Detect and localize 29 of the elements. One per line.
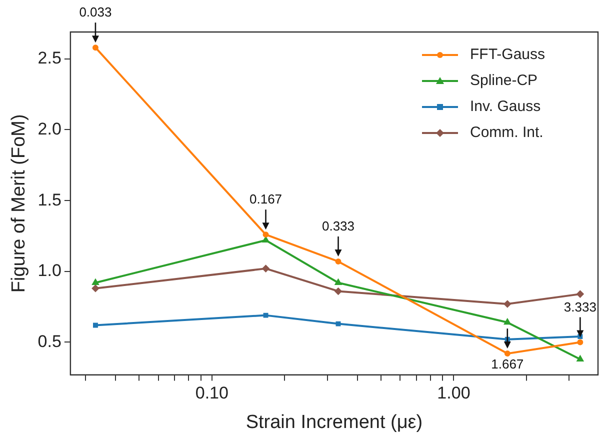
y-tick-label: 1.0 <box>38 261 62 280</box>
point <box>92 278 99 285</box>
y-axis-title: Figure of Merit (FoM) <box>8 114 30 293</box>
y-tick-label: 2.5 <box>38 48 62 68</box>
legend-label: Spline-CP <box>470 72 538 90</box>
point <box>576 355 584 362</box>
y-tick-label: 0.5 <box>38 332 62 351</box>
x-axis-title: Strain Increment (με) <box>246 412 423 433</box>
point <box>577 339 584 346</box>
point <box>334 278 342 285</box>
legend-label: Inv. Gauss <box>470 98 541 116</box>
legend-label: Comm. Int. <box>470 124 544 142</box>
point <box>334 288 342 295</box>
x-tick-label: 1.00 <box>437 384 470 403</box>
y-tick-label: 1.5 <box>38 190 62 210</box>
annotation: 0.333 <box>322 218 355 234</box>
annotation: 3.333 <box>564 299 596 314</box>
point <box>335 258 342 264</box>
point <box>92 322 98 328</box>
x-tick-label: 0.10 <box>195 384 228 403</box>
point <box>92 284 100 292</box>
point <box>336 321 341 326</box>
y-tick-label: 2.0 <box>38 119 62 138</box>
annotation: 1.667 <box>491 356 524 372</box>
point <box>92 44 98 51</box>
point <box>576 290 584 298</box>
annotation: 0.033 <box>79 4 112 20</box>
legend-label: FFT-Gauss <box>470 46 546 64</box>
annotation: 0.167 <box>249 192 282 207</box>
